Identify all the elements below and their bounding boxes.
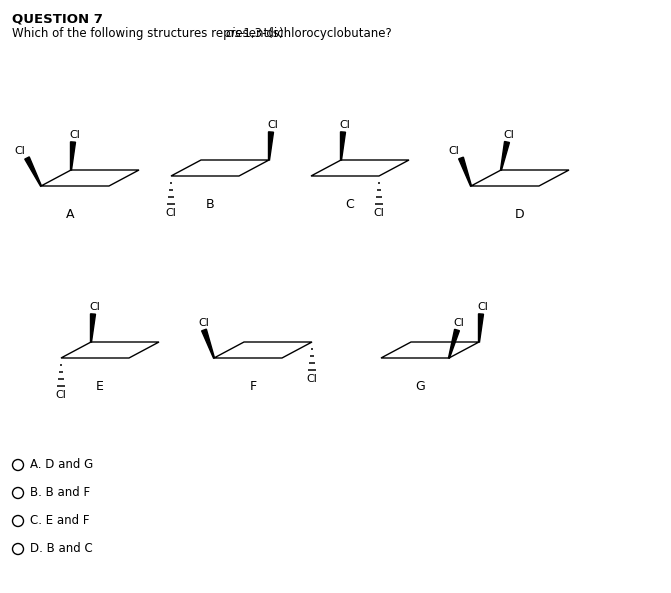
- Text: Cl: Cl: [307, 374, 317, 384]
- Text: -1,3-dichlorocyclobutane?: -1,3-dichlorocyclobutane?: [240, 27, 393, 40]
- Polygon shape: [459, 157, 472, 186]
- Text: F: F: [250, 380, 256, 393]
- Text: B. B and F: B. B and F: [30, 486, 90, 499]
- Text: Cl: Cl: [89, 302, 101, 312]
- Text: C. E and F: C. E and F: [30, 515, 89, 528]
- Polygon shape: [70, 142, 76, 170]
- Text: G: G: [415, 380, 425, 393]
- Polygon shape: [478, 314, 484, 342]
- Text: Cl: Cl: [166, 208, 176, 218]
- Text: E: E: [96, 380, 104, 393]
- Text: Cl: Cl: [454, 318, 464, 328]
- Polygon shape: [91, 314, 95, 342]
- Text: B: B: [206, 198, 214, 211]
- Text: Cl: Cl: [70, 130, 81, 140]
- Polygon shape: [268, 132, 274, 160]
- Text: A. D and G: A. D and G: [30, 458, 93, 471]
- Text: Cl: Cl: [268, 120, 278, 130]
- Text: A: A: [66, 208, 74, 221]
- Polygon shape: [340, 132, 346, 160]
- Text: Cl: Cl: [56, 390, 66, 400]
- Text: Which of the following structures represent(s): Which of the following structures repres…: [12, 27, 287, 40]
- Text: Cl: Cl: [199, 318, 209, 328]
- Polygon shape: [25, 157, 42, 186]
- Text: cis: cis: [226, 27, 242, 40]
- Text: Cl: Cl: [478, 302, 488, 312]
- Text: C: C: [346, 198, 354, 211]
- Text: Cl: Cl: [503, 130, 515, 140]
- Text: Cl: Cl: [448, 146, 459, 156]
- Text: QUESTION 7: QUESTION 7: [12, 13, 103, 26]
- Text: Cl: Cl: [14, 146, 25, 156]
- Text: Cl: Cl: [340, 120, 350, 130]
- Polygon shape: [501, 142, 509, 170]
- Polygon shape: [448, 329, 460, 358]
- Text: Cl: Cl: [374, 208, 384, 218]
- Text: D: D: [515, 208, 525, 221]
- Polygon shape: [202, 329, 215, 358]
- Text: D. B and C: D. B and C: [30, 543, 93, 556]
